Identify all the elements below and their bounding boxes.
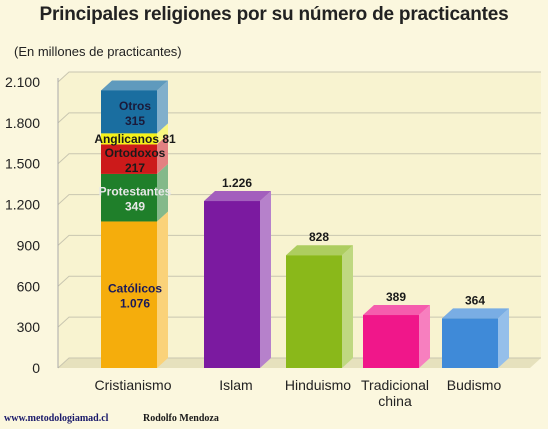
x-tick-label: Hinduismo <box>285 377 351 393</box>
segment-label: Anglicanos 81 <box>94 132 176 146</box>
gridline <box>57 71 541 83</box>
y-tick-label: 1.800 <box>5 115 40 131</box>
gridline <box>57 275 541 287</box>
y-tick-label: 0 <box>32 360 40 376</box>
y-axis-label: (En millones de practicantes) <box>14 44 182 59</box>
data-label: 389 <box>386 290 406 304</box>
bar-segment-side <box>157 163 168 222</box>
x-tick-label: Tradicional <box>361 377 429 393</box>
bar-side <box>342 245 353 368</box>
bar-segment <box>101 144 157 174</box>
bar-top <box>204 191 271 202</box>
bar-segment-side <box>157 80 168 134</box>
bar <box>286 255 342 368</box>
segment-label: Otros <box>119 99 151 113</box>
footer-author: Rodolfo Mendoza <box>143 413 219 424</box>
x-tick-label: Budismo <box>447 377 502 393</box>
segment-label: Ortodoxos <box>105 146 166 160</box>
bar-top <box>442 308 509 319</box>
bar-side <box>419 305 430 368</box>
bar-segment-side <box>157 123 168 145</box>
x-tick-label: china <box>378 393 412 409</box>
y-tick-label: 2.100 <box>5 74 40 90</box>
segment-value-label: 217 <box>125 161 145 175</box>
bar-side <box>260 191 271 368</box>
bar-segment-top <box>101 80 168 91</box>
segment-label: Católicos <box>108 282 162 296</box>
footer-site: www.metodologiamad.cl <box>4 413 109 424</box>
data-label: 1.226 <box>222 176 252 190</box>
gridline <box>57 112 541 124</box>
chart-title: Principales religiones por su número de … <box>39 4 509 25</box>
y-tick-label: 300 <box>17 319 41 335</box>
bar <box>204 201 260 368</box>
bar-top <box>363 305 430 316</box>
plot-back-wall <box>58 72 541 368</box>
y-tick-label: 1.200 <box>5 197 40 213</box>
bar-segment-side <box>157 134 168 174</box>
gridline <box>57 234 541 246</box>
gridline <box>57 194 541 205</box>
segment-value-label: 349 <box>125 200 145 214</box>
data-label: 828 <box>309 230 329 244</box>
bar-segment <box>101 221 157 368</box>
bar <box>442 318 498 368</box>
bar-side <box>498 308 509 368</box>
x-tick-label: Islam <box>219 377 252 393</box>
bar-segment <box>101 90 157 134</box>
y-tick-label: 1.500 <box>5 156 40 172</box>
bar-segment-side <box>157 211 168 368</box>
bar-top <box>286 245 353 256</box>
x-tick-label: Cristianismo <box>94 377 171 393</box>
segment-value-label: 1.076 <box>120 297 150 311</box>
segment-value-label: 315 <box>125 114 145 128</box>
y-tick-label: 900 <box>17 237 41 253</box>
gridline <box>57 153 541 165</box>
bar-segment <box>101 173 157 222</box>
segment-label: Protestantes <box>99 185 172 199</box>
data-label: 364 <box>465 293 485 307</box>
bar-segment <box>101 133 157 145</box>
y-tick-label: 600 <box>17 278 41 294</box>
bar <box>363 315 419 368</box>
